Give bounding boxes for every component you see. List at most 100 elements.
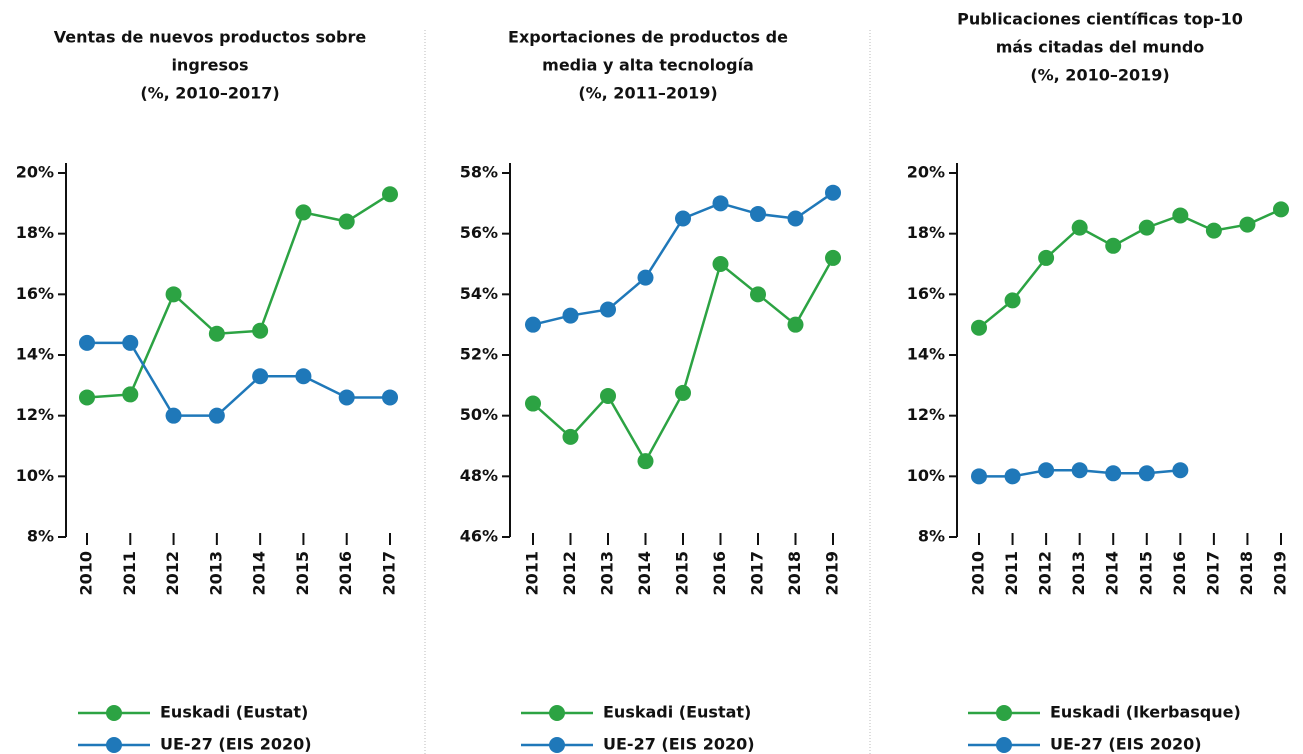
data-point xyxy=(1004,468,1021,485)
x-tick-label: 2017 xyxy=(380,551,399,596)
legend-label: UE-27 (EIS 2020) xyxy=(1050,735,1202,754)
data-point xyxy=(600,301,616,318)
data-point xyxy=(338,389,355,406)
data-point xyxy=(382,186,398,203)
data-point xyxy=(382,389,398,406)
legend-label: Euskadi (Eustat) xyxy=(160,703,308,722)
x-tick-label: 2010 xyxy=(969,551,988,596)
chart-title: Publicaciones científicas top-10 xyxy=(957,10,1243,29)
data-point xyxy=(971,468,987,485)
y-tick-label: 20% xyxy=(16,163,54,182)
data-point xyxy=(208,407,225,424)
data-point xyxy=(122,386,139,403)
data-point xyxy=(825,184,841,201)
legend-marker xyxy=(996,737,1012,753)
data-point xyxy=(787,210,804,227)
data-point xyxy=(825,249,841,266)
data-point xyxy=(252,368,269,385)
data-point xyxy=(637,269,654,286)
series-line xyxy=(87,341,390,417)
y-tick-label: 16% xyxy=(907,284,945,303)
x-tick-label: 2011 xyxy=(1002,551,1021,596)
data-point xyxy=(750,205,766,222)
data-point xyxy=(1273,201,1289,218)
chart-title: Ventas de nuevos productos sobre xyxy=(54,28,367,47)
data-point xyxy=(295,368,312,385)
chart-title: (%, 2010–2019) xyxy=(1030,66,1169,85)
data-point xyxy=(971,319,987,336)
legend-label: Euskadi (Ikerbasque) xyxy=(1050,703,1241,722)
data-point xyxy=(1071,219,1088,236)
data-point xyxy=(1071,462,1088,479)
data-point xyxy=(1239,216,1256,233)
x-tick-label: 2013 xyxy=(1069,551,1088,596)
data-point xyxy=(165,407,182,424)
x-tick-label: 2018 xyxy=(785,551,804,596)
x-tick-label: 2014 xyxy=(1103,551,1122,596)
data-point xyxy=(1138,465,1155,482)
data-point xyxy=(165,286,182,303)
y-tick-label: 12% xyxy=(907,405,945,424)
data-point xyxy=(525,395,541,412)
data-point xyxy=(1004,292,1021,309)
x-tick-label: 2013 xyxy=(206,551,225,596)
data-point xyxy=(750,286,766,303)
x-tick-label: 2014 xyxy=(250,551,269,596)
data-point xyxy=(712,195,729,212)
legend-label: Euskadi (Eustat) xyxy=(603,703,751,722)
chart-title: (%, 2011–2019) xyxy=(578,84,717,103)
y-tick-label: 18% xyxy=(907,223,945,242)
x-tick-label: 2012 xyxy=(1036,551,1055,596)
data-point xyxy=(1205,222,1222,239)
x-tick-label: 2012 xyxy=(560,551,579,596)
x-tick-label: 2013 xyxy=(598,551,617,596)
data-point xyxy=(1138,219,1155,236)
x-tick-label: 2018 xyxy=(1237,551,1256,596)
data-point xyxy=(252,322,269,339)
data-point xyxy=(1038,462,1055,479)
legend-marker xyxy=(996,705,1012,721)
chart-title: ingresos xyxy=(171,56,248,75)
x-tick-label: 2014 xyxy=(635,551,654,596)
y-tick-label: 12% xyxy=(16,405,54,424)
data-point xyxy=(787,316,804,333)
x-tick-label: 2010 xyxy=(77,551,96,596)
x-tick-label: 2015 xyxy=(1136,551,1155,596)
chart-title: más citadas del mundo xyxy=(996,38,1205,57)
y-tick-label: 20% xyxy=(907,163,945,182)
x-tick-label: 2015 xyxy=(293,551,312,596)
x-tick-label: 2019 xyxy=(823,551,842,596)
y-tick-label: 48% xyxy=(460,466,498,485)
legend-marker xyxy=(106,705,122,721)
x-tick-label: 2016 xyxy=(1170,551,1189,596)
y-tick-label: 10% xyxy=(16,466,54,485)
y-tick-label: 8% xyxy=(27,527,54,546)
x-tick-label: 2016 xyxy=(336,551,355,596)
chart-title: (%, 2010–2017) xyxy=(140,84,279,103)
y-tick-label: 18% xyxy=(16,223,54,242)
data-point xyxy=(1172,462,1189,479)
legend-marker xyxy=(549,737,565,753)
data-point xyxy=(79,389,95,406)
legend-label: UE-27 (EIS 2020) xyxy=(603,735,755,754)
data-point xyxy=(1105,465,1122,482)
data-point xyxy=(637,453,654,470)
y-tick-label: 16% xyxy=(16,284,54,303)
data-point xyxy=(712,256,729,272)
data-point xyxy=(562,307,579,324)
series-line xyxy=(978,208,1282,329)
x-tick-label: 2017 xyxy=(748,551,767,596)
y-tick-label: 46% xyxy=(460,527,498,546)
x-tick-label: 2015 xyxy=(673,551,692,596)
x-tick-label: 2012 xyxy=(163,551,182,596)
data-point xyxy=(525,316,541,333)
data-point xyxy=(600,387,616,404)
data-point xyxy=(338,213,355,230)
data-point xyxy=(295,204,312,221)
chart-title: media y alta tecnología xyxy=(542,56,754,75)
y-tick-label: 50% xyxy=(460,405,498,424)
y-tick-label: 52% xyxy=(460,345,498,364)
data-point xyxy=(1172,207,1189,224)
y-tick-label: 14% xyxy=(907,345,945,364)
